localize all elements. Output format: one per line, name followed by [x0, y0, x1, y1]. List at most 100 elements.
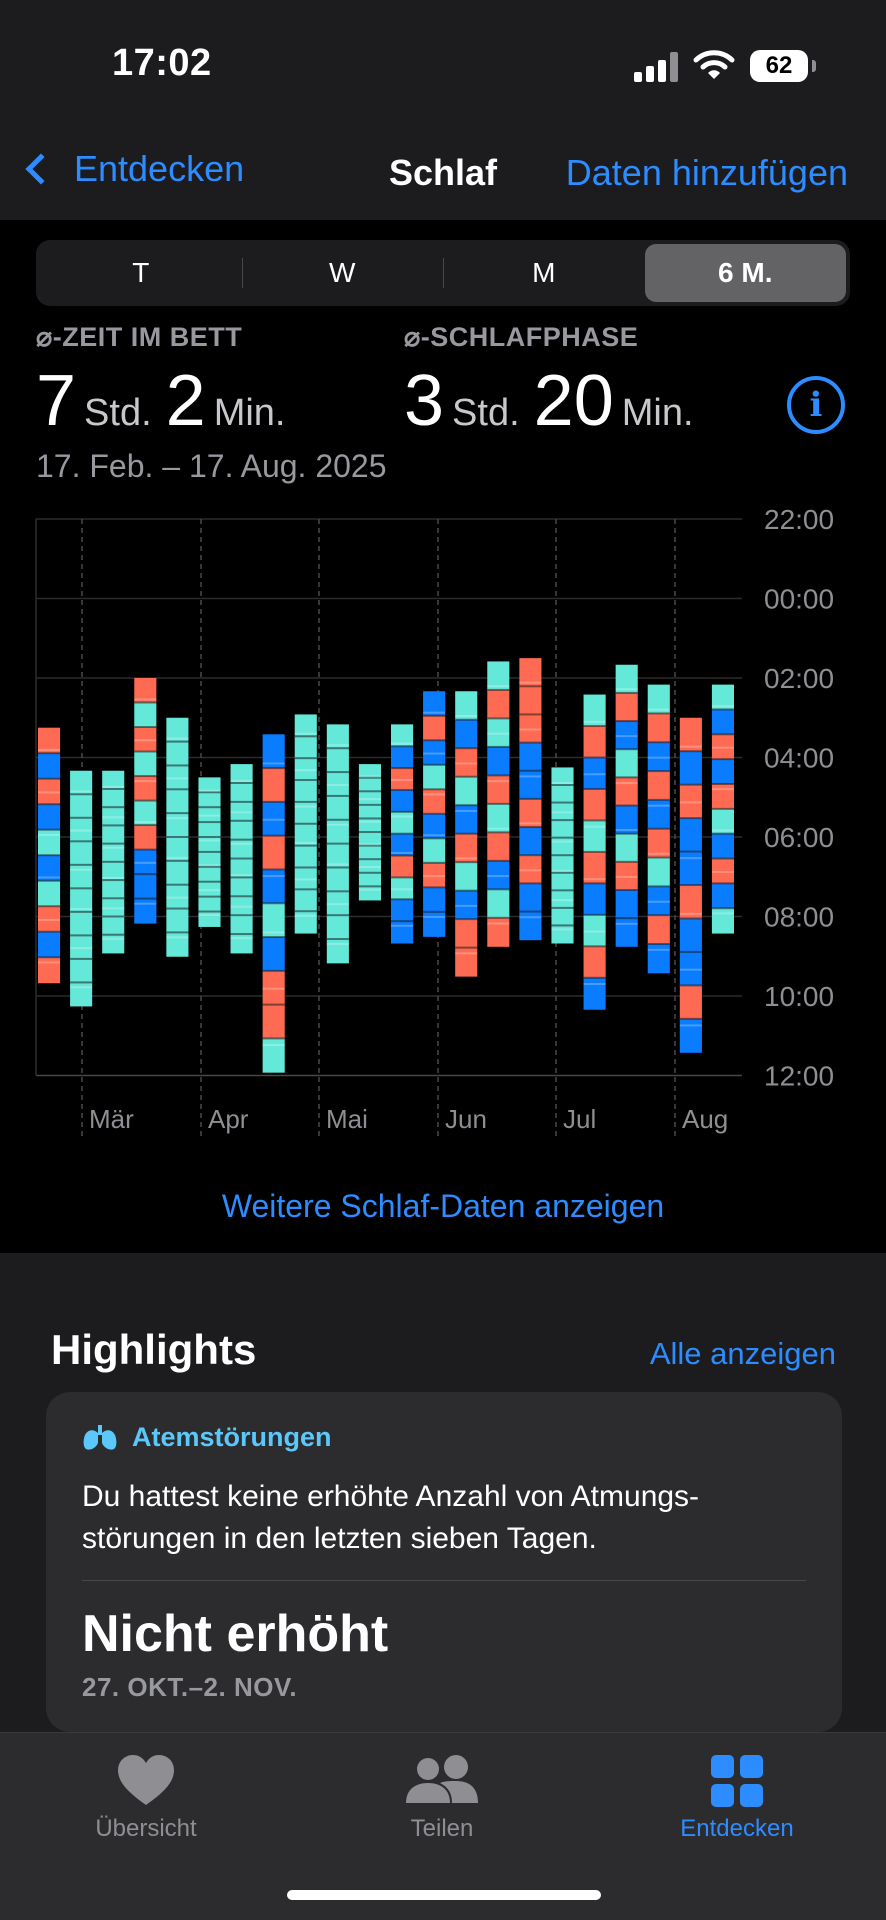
- sleep-bar-segment: [519, 883, 542, 913]
- sleep-bar-gap: [262, 868, 285, 871]
- sleep-bar-stripe: [70, 829, 93, 832]
- sleep-bar-stripe: [358, 888, 381, 891]
- sleep-bar-gap: [326, 866, 349, 869]
- sleep-bar-gap: [423, 837, 446, 840]
- sleep-bar-gap: [647, 827, 670, 830]
- sleep-bar-segment: [519, 714, 542, 744]
- sleep-bar-gap: [70, 910, 93, 913]
- sleep-chart: Mär Apr Mai Jun Jul Aug 22:00 00:00 02:00 04:00 06…: [0, 500, 886, 1150]
- sleep-bar-stripe: [134, 820, 157, 823]
- sleep-bar-segment: [551, 907, 574, 926]
- sleep-bar-segment: [230, 877, 253, 897]
- sleep-bar-stripe: [711, 705, 734, 708]
- sleep-bar-segment: [711, 833, 734, 860]
- sleep-bar-stripe: [38, 918, 61, 921]
- sleep-bar-segment: [583, 820, 606, 853]
- sleep-bar-stripe: [230, 937, 253, 940]
- sleep-bar-stripe: [166, 936, 189, 939]
- sleep-bar-gap: [230, 782, 253, 785]
- sleep-bar-stripe: [647, 804, 670, 807]
- sleep-bar-segment: [326, 867, 349, 892]
- info-icon[interactable]: i: [787, 376, 845, 434]
- show-all-link[interactable]: Alle anzeigen: [649, 1336, 836, 1371]
- add-data-button[interactable]: Daten hinzufügen: [565, 152, 848, 193]
- sleep-bar-segment: [487, 889, 510, 919]
- sleep-bar-stripe: [294, 841, 317, 844]
- sleep-bar-segment: [391, 811, 414, 835]
- segment-six-months[interactable]: 6 M.: [644, 244, 846, 302]
- sleep-bar-gap: [679, 917, 702, 920]
- sleep-bar-segment: [583, 726, 606, 758]
- sleep-bar-segment: [294, 823, 317, 847]
- sleep-bar-stripe: [230, 874, 253, 877]
- sleep-bar-segment: [487, 718, 510, 748]
- sleep-bar-segment: [102, 788, 125, 808]
- sleep-bar-stripe: [711, 912, 734, 915]
- sleep-bar-segment: [711, 709, 734, 735]
- highlight-card[interactable]: Atemstörungen Du hattest keine erhöhte A…: [46, 1392, 842, 1732]
- chart-x-tick-label: Jun: [445, 1104, 487, 1134]
- sleep-bar-segment: [166, 741, 189, 766]
- sleep-bar-segment: [423, 911, 446, 937]
- sleep-bar-segment: [583, 788, 606, 821]
- sleep-bar-segment: [679, 1018, 702, 1053]
- tab-overview[interactable]: Übersicht: [46, 1733, 246, 1843]
- sleep-bar-segment: [519, 827, 542, 856]
- sleep-bar-gap: [166, 907, 189, 910]
- sleep-bar-gap: [583, 945, 606, 948]
- sleep-bar-stripe: [519, 916, 542, 919]
- sleep-bar-gap: [519, 854, 542, 857]
- sleep-bar-stripe: [166, 896, 189, 899]
- sleep-bar-gap: [711, 882, 734, 885]
- sleep-bar-stripe: [487, 685, 510, 688]
- sleep-bar-segment: [455, 719, 478, 749]
- sleep-bar-segment: [647, 857, 670, 887]
- sleep-bar-gap: [519, 685, 542, 688]
- sleep-bar-gap: [455, 804, 478, 807]
- sleep-bar-segment: [198, 851, 221, 868]
- sleep-bar-stripe: [615, 735, 638, 738]
- sleep-bar-gap: [102, 806, 125, 809]
- sleep-bar-segment: [198, 837, 221, 853]
- sleep-bar-gap: [583, 787, 606, 790]
- sleep-bar-gap: [519, 826, 542, 829]
- sleep-bar-segment: [358, 804, 381, 819]
- sleep-bar-gap: [647, 856, 670, 859]
- sleep-bar-gap: [166, 740, 189, 743]
- sleep-bar-stripe: [38, 791, 61, 794]
- sleep-bar-segment: [262, 937, 285, 972]
- sleep-bar-segment: [423, 887, 446, 913]
- sleep-bar-gap: [134, 750, 157, 753]
- sleep-bar-segment: [134, 776, 157, 802]
- segment-week[interactable]: W: [241, 244, 444, 302]
- sleep-phase-value: 3 Std. 20 Min.: [404, 360, 708, 442]
- sleep-bar-stripe: [647, 756, 670, 759]
- sleep-bar-segment: [262, 869, 285, 904]
- sleep-bar-gap: [487, 831, 510, 834]
- sleep-bar-segment: [711, 883, 734, 909]
- segment-month[interactable]: M: [443, 244, 645, 302]
- sleep-bar-stripe: [38, 876, 61, 879]
- sleep-bar-segment: [38, 855, 61, 882]
- sleep-bar-stripe: [423, 834, 446, 837]
- sleep-bar-segment: [230, 915, 253, 935]
- sleep-bar-gap: [551, 801, 574, 804]
- sleep-bar-segment: [70, 982, 93, 1007]
- sleep-bar-gap: [583, 819, 606, 822]
- sleep-bar-stripe: [294, 878, 317, 881]
- sleep-bar-gap: [358, 817, 381, 820]
- segment-day[interactable]: T: [132, 257, 150, 288]
- sleep-bar-gap: [70, 887, 93, 890]
- tab-discover[interactable]: Entdecken: [637, 1733, 837, 1843]
- back-button[interactable]: Entdecken: [18, 148, 244, 190]
- more-sleep-data-link[interactable]: Weitere Schlaf-Daten anzeigen: [221, 1188, 665, 1224]
- sleep-bar-gap: [38, 752, 61, 755]
- sleep-bar-segment: [679, 818, 702, 853]
- sleep-bar-gap: [391, 898, 414, 901]
- sleep-bar-gap: [711, 733, 734, 736]
- sleep-bar-segment: [326, 939, 349, 964]
- tab-share[interactable]: Teilen: [342, 1733, 542, 1843]
- sleep-bar-stripe: [198, 814, 221, 817]
- sleep-bar-stripe: [455, 952, 478, 955]
- sleep-bar-gap: [38, 956, 61, 959]
